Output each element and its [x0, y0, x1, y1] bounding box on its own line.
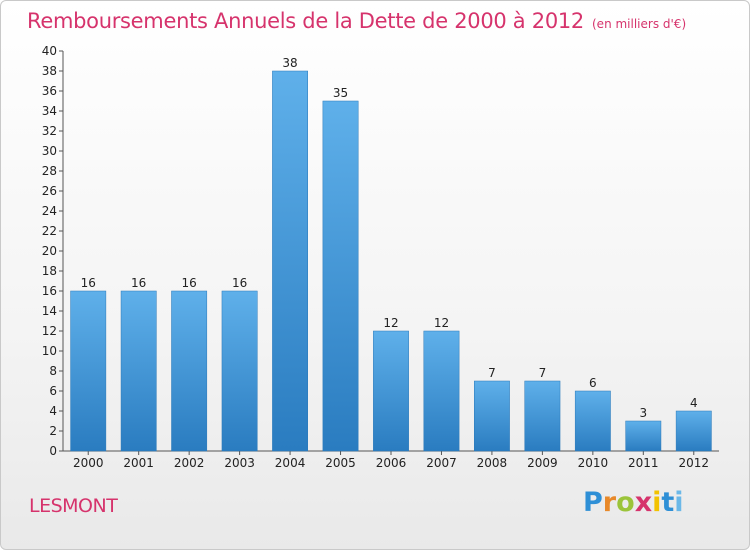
y-tick-label: 38 [42, 64, 57, 78]
chart-title: Remboursements Annuels de la Dette de 20… [27, 9, 686, 33]
y-tick-label: 22 [42, 224, 57, 238]
bar-2003 [221, 290, 258, 452]
y-tick-label: 32 [42, 124, 57, 138]
logo-letter: i [652, 487, 662, 518]
bar-2001 [120, 290, 157, 452]
x-tick-label: 2011 [628, 456, 659, 470]
commune-name: LESMONT [29, 495, 118, 517]
logo-letter: t [661, 487, 675, 518]
data-label: 12 [434, 316, 449, 330]
x-tick-label: 2003 [224, 456, 255, 470]
bar-2004 [272, 70, 308, 452]
bar-2010 [574, 390, 611, 452]
y-tick-label: 14 [42, 304, 57, 318]
bar-2000 [70, 290, 107, 452]
data-label: 16 [182, 276, 197, 290]
x-tick-label: 2006 [376, 456, 407, 470]
y-tick-label: 24 [42, 204, 57, 218]
data-label: 7 [488, 366, 496, 380]
bar-2008 [474, 380, 510, 452]
bar-2011 [625, 420, 662, 452]
data-label: 3 [639, 406, 647, 420]
data-label: 38 [282, 56, 297, 70]
logo-letter: x [634, 487, 653, 518]
logo-letter: i [674, 487, 684, 518]
y-tick-label: 6 [49, 384, 57, 398]
y-tick-label: 28 [42, 164, 57, 178]
x-tick-label: 2008 [477, 456, 508, 470]
chart-title-text: Remboursements Annuels de la Dette de 20… [27, 9, 584, 33]
y-tick-label: 20 [42, 244, 57, 258]
y-tick-label: 30 [42, 144, 57, 158]
data-label: 4 [690, 396, 698, 410]
logo-letter: P [583, 487, 603, 518]
logo-letter: o [616, 487, 635, 518]
y-tick-label: 10 [42, 344, 57, 358]
y-tick-label: 0 [49, 444, 57, 458]
y-tick-label: 12 [42, 324, 57, 338]
data-label: 7 [539, 366, 547, 380]
y-tick-label: 16 [42, 284, 57, 298]
x-tick-label: 2004 [275, 456, 306, 470]
x-tick-label: 2000 [73, 456, 104, 470]
y-tick-label: 4 [49, 404, 57, 418]
bar-2009 [524, 380, 561, 452]
x-tick-label: 2009 [527, 456, 558, 470]
y-tick-label: 2 [49, 424, 57, 438]
x-tick-label: 2005 [325, 456, 356, 470]
y-tick-label: 18 [42, 264, 57, 278]
bar-2005 [322, 100, 359, 452]
data-label: 16 [131, 276, 146, 290]
x-tick-label: 2010 [578, 456, 609, 470]
bar-2002 [171, 290, 208, 452]
x-tick-label: 2012 [678, 456, 709, 470]
bar-2006 [373, 330, 409, 452]
data-label: 16 [81, 276, 96, 290]
y-tick-label: 40 [42, 44, 57, 58]
data-label: 16 [232, 276, 247, 290]
data-label: 35 [333, 86, 348, 100]
x-tick-label: 2002 [174, 456, 205, 470]
logo-letter: r [602, 487, 617, 518]
bar-2012 [675, 410, 712, 452]
data-label: 6 [589, 376, 597, 390]
x-tick-label: 2001 [123, 456, 154, 470]
y-tick-label: 26 [42, 184, 57, 198]
y-tick-label: 36 [42, 84, 57, 98]
proxiti-logo: Proxiti [583, 487, 684, 518]
chart-subtitle: (en milliers d'€) [592, 17, 687, 31]
bar-2007 [423, 330, 460, 452]
y-tick-label: 34 [42, 104, 57, 118]
y-tick-label: 8 [49, 364, 57, 378]
x-tick-label: 2007 [426, 456, 457, 470]
data-label: 12 [383, 316, 398, 330]
